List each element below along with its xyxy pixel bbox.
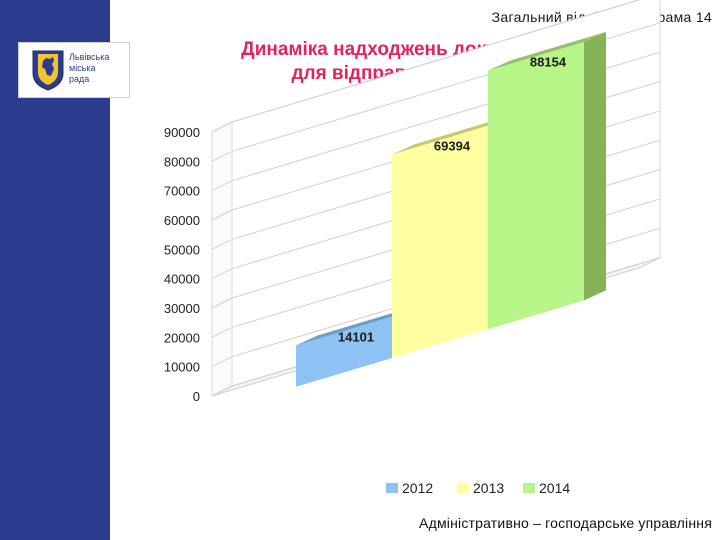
legend: 2012 2013 2014 xyxy=(386,480,570,496)
gridline-side xyxy=(211,150,233,162)
y-tick-label: 50000 xyxy=(164,242,200,257)
gridline-side xyxy=(211,297,233,309)
y-tick-label: 20000 xyxy=(164,330,200,345)
legend-label-2013: 2013 xyxy=(473,480,504,496)
bar-front-2014 xyxy=(488,41,584,330)
bar-top-2013 xyxy=(392,115,510,155)
logo-text-line1: Львівська xyxy=(69,52,110,62)
y-tick-label: 30000 xyxy=(164,301,200,316)
y-axis-ticks: 0 10000 20000 30000 40000 50000 60000 70000 8000… xyxy=(164,125,200,404)
bar-front-2013 xyxy=(392,125,488,359)
y-tick-label: 80000 xyxy=(164,154,200,169)
gridline-side xyxy=(211,268,233,280)
gridline-side xyxy=(211,238,233,250)
logo-text-line3: рада xyxy=(69,74,90,84)
logo-text-line2: міська xyxy=(69,63,96,73)
data-labels: 14101 69394 88154 xyxy=(338,55,567,345)
y-tick-label: 40000 xyxy=(164,272,200,287)
data-label-2014: 88154 xyxy=(530,55,567,70)
legend-swatch-2012 xyxy=(386,483,398,493)
y-tick-label: 10000 xyxy=(164,360,200,375)
bar-side-2014 xyxy=(584,31,606,301)
gridline-side xyxy=(211,209,233,221)
coat-of-arms-icon xyxy=(32,50,64,91)
gridline xyxy=(231,0,641,123)
gridline-side xyxy=(211,121,233,133)
y-tick-label: 60000 xyxy=(164,213,200,228)
city-council-logo: Львівська міська рада xyxy=(18,42,130,98)
y-tick-label: 90000 xyxy=(164,125,200,140)
legend-label-2012: 2012 xyxy=(402,480,433,496)
data-label-2013: 69394 xyxy=(434,138,471,153)
y-tick-label: 0 xyxy=(193,389,200,404)
gridline-side xyxy=(211,385,233,397)
gridline-side xyxy=(211,180,233,192)
bar-front-2012 xyxy=(296,316,392,387)
footer-text: Адміністративно – господарське управлінн… xyxy=(419,515,712,531)
bar-top-2014 xyxy=(488,31,606,71)
data-label-2012: 14101 xyxy=(338,329,374,344)
gridline-side xyxy=(211,356,233,368)
legend-swatch-2014 xyxy=(523,483,535,493)
bar-2014 xyxy=(488,31,606,330)
bars xyxy=(296,31,606,387)
side-wall xyxy=(211,121,233,397)
gridline-side xyxy=(211,326,233,338)
legend-swatch-2013 xyxy=(457,483,469,493)
y-tick-label: 70000 xyxy=(164,184,200,199)
logo-text: Львівська міська рада xyxy=(69,52,131,85)
legend-label-2014: 2014 xyxy=(539,480,570,496)
bar-top-2012 xyxy=(296,306,414,346)
